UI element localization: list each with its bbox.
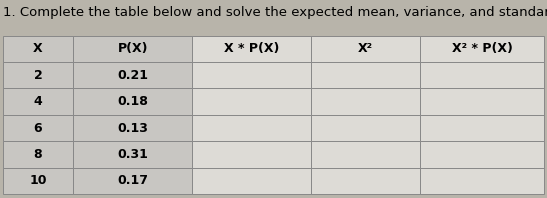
Bar [420,141,544,168]
Bar [420,36,544,62]
Bar [193,168,311,194]
Text: X: X [33,42,43,55]
Text: 0.21: 0.21 [117,69,148,82]
Bar [3,89,73,115]
Bar [193,62,311,89]
Text: 1. Complete the table below and solve the expected mean, variance, and standard : 1. Complete the table below and solve th… [3,6,547,19]
Bar [73,168,193,194]
Bar [3,168,73,194]
Bar [311,168,420,194]
Bar [3,36,73,62]
Bar [193,89,311,115]
Text: 2: 2 [33,69,42,82]
Bar [420,168,544,194]
Text: 8: 8 [33,148,42,161]
Bar [311,62,420,89]
Text: 10: 10 [29,174,46,187]
Bar [193,115,311,141]
Bar [193,141,311,168]
Bar [193,36,311,62]
Text: P(X): P(X) [118,42,148,55]
Bar [73,36,193,62]
Text: 4: 4 [33,95,42,108]
Bar [311,36,420,62]
Bar [420,89,544,115]
Bar [73,89,193,115]
Bar [3,141,73,168]
Text: X * P(X): X * P(X) [224,42,280,55]
Bar [73,115,193,141]
Text: X²: X² [358,42,373,55]
Text: X² * P(X): X² * P(X) [452,42,513,55]
Bar [311,141,420,168]
Bar [420,62,544,89]
Bar [311,89,420,115]
Bar [73,141,193,168]
Text: 0.13: 0.13 [117,122,148,134]
Bar [311,115,420,141]
Text: 0.31: 0.31 [117,148,148,161]
Text: 6: 6 [33,122,42,134]
Bar [3,62,73,89]
Bar [420,115,544,141]
Text: 0.17: 0.17 [117,174,148,187]
Bar [3,115,73,141]
Bar [73,62,193,89]
Text: 0.18: 0.18 [117,95,148,108]
